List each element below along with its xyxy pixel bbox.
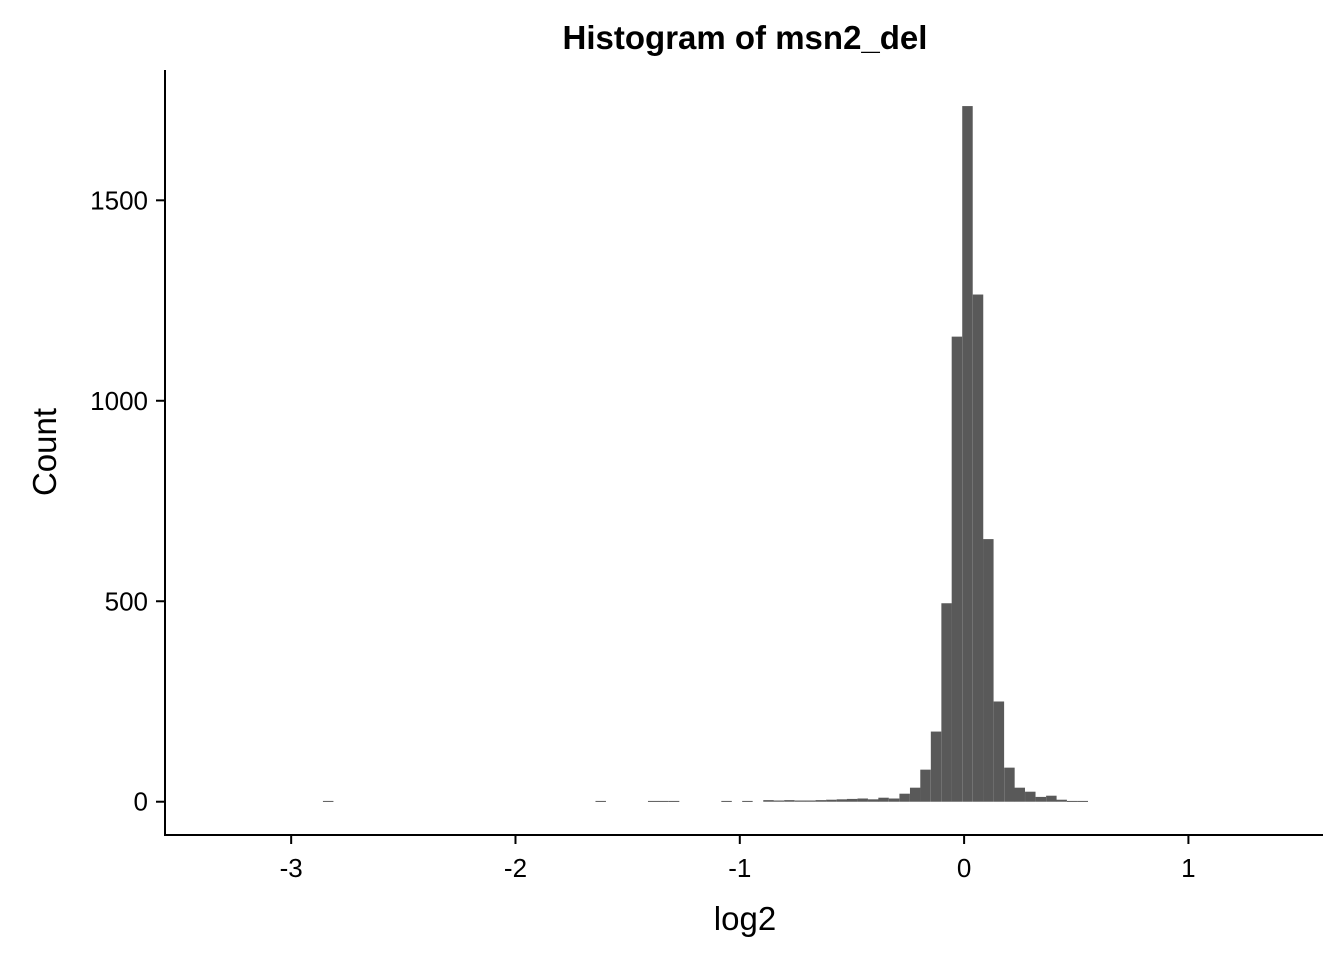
- histogram-bar: [1066, 800, 1078, 802]
- histogram-bar: [1035, 796, 1047, 802]
- histogram-bar: [815, 800, 827, 802]
- y-tick-label: 1500: [90, 185, 148, 215]
- histogram-bar: [742, 800, 753, 802]
- histogram-bar: [878, 797, 889, 802]
- histogram-bar: [826, 799, 837, 802]
- y-tick-label: 500: [105, 586, 148, 616]
- histogram-bar: [773, 800, 785, 802]
- histogram-bar: [322, 800, 334, 802]
- histogram-bar: [868, 799, 879, 802]
- histogram-bar: [972, 294, 984, 802]
- histogram-bar: [888, 798, 900, 802]
- histogram-bar: [658, 800, 669, 802]
- x-tick-label: -1: [728, 853, 751, 883]
- histogram-bar: [1046, 795, 1057, 802]
- histogram-bar: [1056, 799, 1067, 802]
- histogram-bar: [1004, 767, 1015, 802]
- y-tick-label: 1000: [90, 386, 148, 416]
- histogram-bar: [983, 539, 994, 802]
- histogram-bar: [1014, 787, 1025, 802]
- x-axis-ticks: -3 -2 -1 0 1: [280, 835, 1196, 883]
- histogram-bar: [993, 701, 1005, 802]
- histogram-bar: [1077, 800, 1089, 802]
- x-axis-title: log2: [714, 900, 776, 937]
- histogram-bar: [647, 800, 659, 802]
- histogram-bar: [951, 336, 963, 802]
- y-axis-ticks: 0 500 1000 1500: [90, 185, 165, 817]
- bars-group: [322, 106, 1089, 802]
- histogram-bar: [794, 800, 806, 802]
- x-tick-label: 1: [1181, 853, 1195, 883]
- histogram-bar: [846, 798, 858, 802]
- chart-title: Histogram of msn2_del: [563, 19, 928, 56]
- histogram-bar: [721, 800, 732, 802]
- histogram-bar: [595, 800, 606, 802]
- y-axis-title: Count: [26, 408, 63, 496]
- x-tick-label: 0: [957, 853, 971, 883]
- histogram-bar: [930, 731, 942, 802]
- x-tick-label: -3: [280, 853, 303, 883]
- histogram-bar: [962, 106, 973, 802]
- y-tick-label: 0: [134, 787, 148, 817]
- histogram-bar: [1025, 791, 1036, 802]
- histogram-bar: [899, 793, 910, 802]
- histogram-bar: [763, 800, 774, 802]
- histogram-bar: [668, 800, 680, 802]
- histogram-bar: [857, 798, 868, 802]
- histogram-bar: [836, 799, 848, 802]
- histogram-bar: [941, 603, 952, 802]
- histogram-bar: [909, 787, 921, 802]
- histogram-bar: [804, 800, 816, 802]
- histogram-bar: [920, 769, 931, 802]
- histogram-bar: [784, 800, 795, 802]
- x-tick-label: -2: [504, 853, 527, 883]
